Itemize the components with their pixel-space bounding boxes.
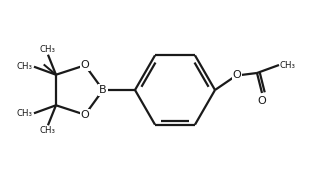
Text: CH₃: CH₃ <box>17 109 33 118</box>
Text: O: O <box>258 96 266 106</box>
Text: CH₃: CH₃ <box>280 60 296 69</box>
Text: O: O <box>81 60 89 70</box>
Text: CH₃: CH₃ <box>40 45 56 54</box>
Text: O: O <box>232 70 241 80</box>
Text: O: O <box>81 110 89 120</box>
Text: CH₃: CH₃ <box>17 62 33 71</box>
Text: B: B <box>99 85 107 95</box>
Text: CH₃: CH₃ <box>40 126 56 135</box>
